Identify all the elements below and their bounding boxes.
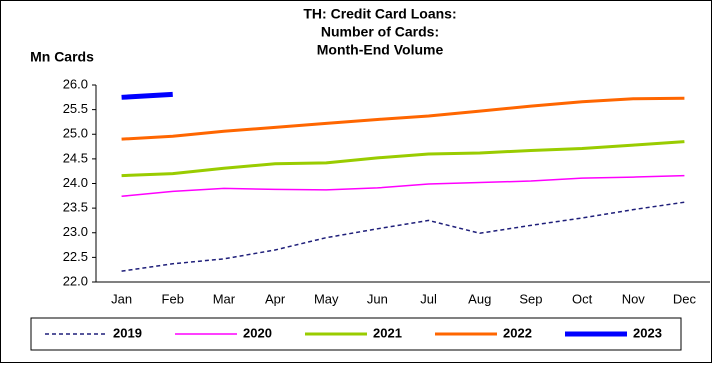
series-line <box>121 201 685 272</box>
x-tick-label: Jul <box>420 291 437 306</box>
y-tick-label: 24.0 <box>63 175 88 190</box>
series-line <box>121 96 685 141</box>
y-tick-label: 26.0 <box>63 76 88 91</box>
y-tick-label: 22.5 <box>63 249 88 264</box>
legend-label: 2022 <box>503 325 532 340</box>
y-tick-label: 22.0 <box>63 273 88 288</box>
series-line <box>121 140 685 178</box>
x-tick-label: Feb <box>162 291 184 306</box>
chart-title: Number of Cards: <box>321 24 439 40</box>
legend-label: 2020 <box>243 325 272 340</box>
x-tick-label: Apr <box>265 291 286 306</box>
y-tick-label: 23.0 <box>63 224 88 239</box>
series-line <box>121 174 685 198</box>
x-tick-label: Oct <box>572 291 593 306</box>
legend-label: 2023 <box>633 325 662 340</box>
chart-title: TH: Credit Card Loans: <box>303 6 456 22</box>
x-tick-label: Sep <box>519 291 542 306</box>
series-line <box>121 91 173 100</box>
y-tick-label: 25.5 <box>63 101 88 116</box>
x-tick-label: Jan <box>111 291 132 306</box>
y-tick-label: 25.0 <box>63 126 88 141</box>
y-tick-label: 24.5 <box>63 150 88 165</box>
x-tick-label: Dec <box>673 291 697 306</box>
chart-title: Month-End Volume <box>317 42 444 58</box>
x-tick-label: May <box>314 291 339 306</box>
x-tick-label: Nov <box>622 291 646 306</box>
x-tick-label: Aug <box>468 291 491 306</box>
x-tick-label: Mar <box>213 291 236 306</box>
x-tick-label: Jun <box>367 291 388 306</box>
legend-label: 2019 <box>113 325 142 340</box>
legend-label: 2021 <box>373 325 402 340</box>
y-axis-label: Mn Cards <box>30 49 94 65</box>
y-tick-label: 23.5 <box>63 200 88 215</box>
